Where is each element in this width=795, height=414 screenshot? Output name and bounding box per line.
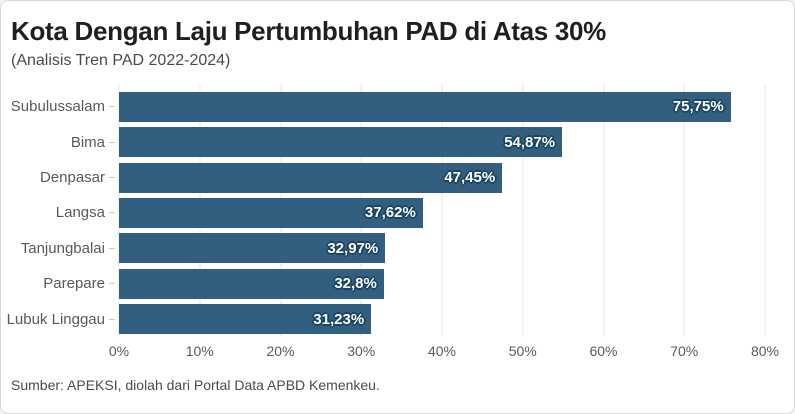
x-tick-label: 40% — [427, 343, 457, 359]
bar: 32,8% — [119, 268, 384, 299]
x-tick-label: 80% — [750, 343, 780, 359]
bar: 75,75% — [119, 91, 731, 122]
category-label: Tanjungbalai — [20, 239, 105, 257]
category-tick — [105, 248, 119, 249]
x-tick-label: 60% — [589, 343, 618, 359]
chart-subtitle: (Analisis Tren PAD 2022-2024) — [11, 52, 231, 69]
bar: 32,97% — [119, 233, 386, 264]
category-label: Denpasar — [39, 169, 105, 187]
bar: 54,87% — [119, 127, 563, 158]
category-tick — [105, 177, 119, 178]
x-tick-label: 70% — [670, 343, 699, 359]
source-note: Sumber: APEKSI, diolah dari Portal Data … — [11, 377, 380, 393]
category-tick — [105, 319, 119, 320]
bar-track: 32,97% — [119, 233, 765, 264]
bar-track: 32,8% — [119, 268, 765, 299]
bar-track: 75,75% — [119, 91, 765, 122]
bar-value-label: 31,23% — [313, 310, 365, 328]
bar-row: Denpasar 47,45% — [1, 160, 794, 195]
category-tick — [105, 283, 119, 284]
bar-track: 54,87% — [119, 127, 765, 158]
bar-row: Tanjungbalai 32,97% — [1, 231, 794, 266]
bar: 37,62% — [119, 197, 423, 228]
x-tick-label: 30% — [347, 343, 376, 359]
bar-row: Parepare 32,8% — [1, 266, 794, 301]
bar-value-label: 32,97% — [327, 239, 379, 257]
category-label: Subulussalam — [10, 98, 105, 116]
x-tick-label: 20% — [266, 343, 295, 359]
chart-title: Kota Dengan Laju Pertumbuhan PAD di Atas… — [11, 16, 606, 46]
bar-value-label: 32,8% — [334, 275, 377, 293]
bar-value-label: 75,75% — [672, 98, 724, 116]
bar-value-label: 37,62% — [364, 204, 416, 222]
bar-row: Langsa 37,62% — [1, 195, 794, 230]
bar-track: 31,23% — [119, 304, 765, 335]
category-tick — [105, 212, 119, 213]
category-tick — [105, 142, 119, 143]
bar-value-label: 47,45% — [444, 169, 496, 187]
bar-value-label: 54,87% — [504, 133, 556, 151]
category-tick — [105, 106, 119, 107]
bar-track: 47,45% — [119, 162, 765, 193]
x-tick-label: 0% — [108, 343, 130, 359]
category-label: Lubuk Linggau — [6, 310, 105, 328]
bar-rows: Subulussalam 75,75% Bima 54,87% Denpasar 47,4… — [1, 89, 794, 337]
bar-row: Lubuk Linggau 31,23% — [1, 302, 794, 337]
category-label: Parepare — [43, 275, 105, 293]
bar: 47,45% — [119, 162, 503, 193]
category-label: Langsa — [55, 204, 105, 222]
x-axis: 0% 10% 20% 30% 40% 50% 60% 70% 80% — [109, 341, 779, 363]
bar-row: Subulussalam 75,75% — [1, 89, 794, 124]
x-tick-label: 10% — [185, 343, 214, 359]
x-tick-label: 50% — [508, 343, 537, 359]
bar-track: 37,62% — [119, 197, 765, 228]
bar-row: Bima 54,87% — [1, 124, 794, 159]
category-label: Bima — [70, 133, 105, 151]
bar-chart-plot: Subulussalam 75,75% Bima 54,87% Denpasar 47,4… — [1, 84, 794, 337]
bar: 31,23% — [119, 304, 372, 335]
